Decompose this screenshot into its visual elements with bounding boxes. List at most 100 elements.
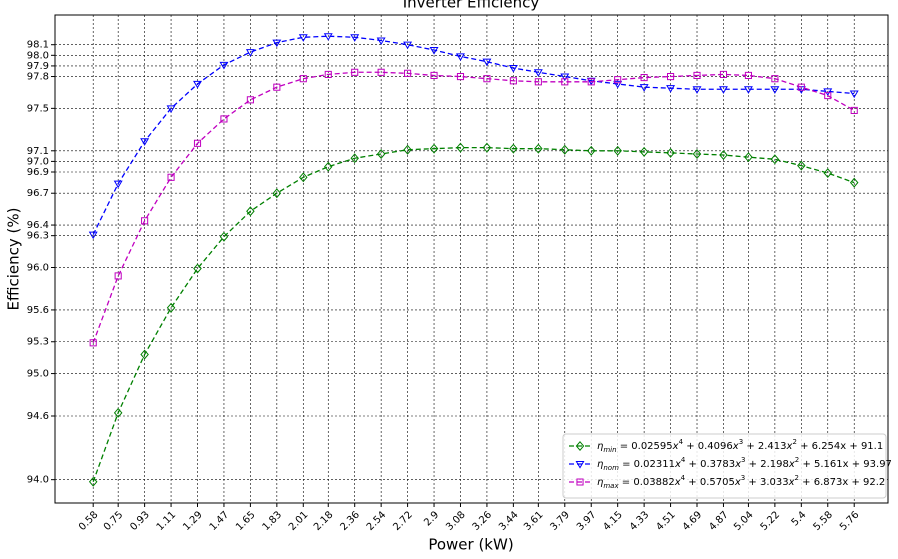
x-tick-label: 2.72 [391, 509, 415, 533]
marker [533, 69, 543, 77]
x-tick-label: 2.36 [338, 509, 362, 533]
x-tick-label: 1.11 [155, 509, 179, 533]
marker [692, 149, 702, 159]
x-tick-label: 5.04 [732, 509, 756, 533]
marker [744, 71, 752, 80]
marker [88, 231, 98, 240]
marker [403, 41, 413, 50]
x-tick-label: 3.79 [549, 509, 573, 533]
marker [849, 177, 859, 188]
marker [140, 138, 150, 146]
marker [509, 143, 518, 154]
marker [351, 68, 359, 76]
marker [576, 478, 584, 486]
y-tick-label: 98.0 [27, 50, 49, 61]
marker [456, 142, 465, 153]
x-tick-label: 0.58 [77, 509, 101, 533]
x-tick-label: 5.4 [790, 509, 809, 528]
y-tick-label: 95.3 [27, 337, 49, 348]
marker [193, 263, 202, 274]
marker [575, 460, 585, 469]
y-tick-label: 96.0 [27, 262, 49, 273]
marker [613, 145, 622, 156]
marker [743, 86, 753, 94]
marker [376, 149, 386, 159]
marker [166, 302, 176, 313]
marker [534, 78, 542, 86]
marker [429, 143, 439, 154]
x-tick-label: 0.93 [128, 509, 152, 533]
x-tick-label: 1.83 [261, 509, 285, 533]
y-axis-label: Efficiency (%) [5, 208, 23, 311]
x-tick-label: 4.51 [654, 509, 678, 533]
marker [272, 188, 282, 199]
marker [220, 115, 228, 123]
marker [299, 172, 308, 183]
y-tick-label: 95.0 [27, 369, 49, 380]
x-tick-label: 3.26 [471, 509, 495, 533]
marker [719, 150, 728, 161]
marker [430, 71, 438, 80]
marker [561, 78, 569, 86]
marker [113, 180, 123, 189]
marker [246, 96, 254, 104]
marker [509, 77, 517, 85]
x-tick-label: 3.08 [444, 509, 468, 533]
x-tick-label: 3.44 [497, 509, 521, 533]
x-tick-label: 5.22 [759, 509, 783, 533]
marker [404, 69, 412, 77]
marker [560, 73, 570, 82]
marker [771, 75, 779, 83]
marker [692, 86, 702, 94]
marker [89, 339, 97, 347]
x-tick-label: 4.33 [628, 509, 652, 533]
x-tick-label: 5.58 [811, 509, 835, 533]
x-tick-label: 5.76 [838, 509, 862, 533]
marker [639, 84, 649, 92]
x-tick-label: 2.01 [287, 509, 311, 533]
marker [140, 349, 149, 360]
x-tick-label: 4.15 [601, 509, 625, 533]
marker [350, 153, 359, 164]
marker [113, 407, 123, 418]
x-tick-label: 4.69 [681, 509, 705, 533]
legend-label: ηmax = 0.03882x4 + 0.5705x3 + 3.033x2 + … [597, 474, 885, 490]
x-tick-label: 2.54 [365, 509, 389, 533]
series-line [92, 35, 855, 235]
marker [377, 68, 385, 76]
x-tick-label: 1.29 [181, 509, 205, 533]
marker [575, 441, 585, 451]
marker [770, 86, 780, 94]
x-tick-label: 4.87 [707, 509, 731, 533]
marker [88, 476, 98, 487]
x-axis-label: Power (kW) [428, 536, 513, 554]
y-tick-label: 96.3 [27, 231, 49, 242]
marker [193, 80, 202, 89]
marker [639, 146, 649, 157]
marker [693, 71, 701, 80]
marker [350, 34, 360, 42]
marker [718, 86, 728, 94]
marker [219, 231, 229, 242]
marker [797, 83, 805, 91]
y-tick-label: 96.9 [27, 167, 49, 178]
x-tick-label: 3.61 [522, 509, 546, 533]
marker [114, 272, 122, 280]
marker [299, 75, 307, 83]
marker [667, 72, 675, 81]
marker [376, 37, 386, 46]
marker [483, 75, 491, 83]
marker [824, 92, 832, 100]
y-tick-label: 94.0 [27, 475, 49, 486]
marker [640, 74, 648, 82]
marker [534, 143, 543, 154]
marker [850, 106, 858, 115]
y-tick-label: 97.0 [27, 156, 49, 167]
y-tick-label: 98.1 [27, 40, 49, 51]
marker [666, 85, 676, 93]
y-tick-label: 95.6 [27, 305, 49, 316]
marker [770, 154, 780, 165]
y-tick-label: 97.8 [27, 72, 49, 83]
y-tick-label: 96.7 [27, 188, 49, 199]
